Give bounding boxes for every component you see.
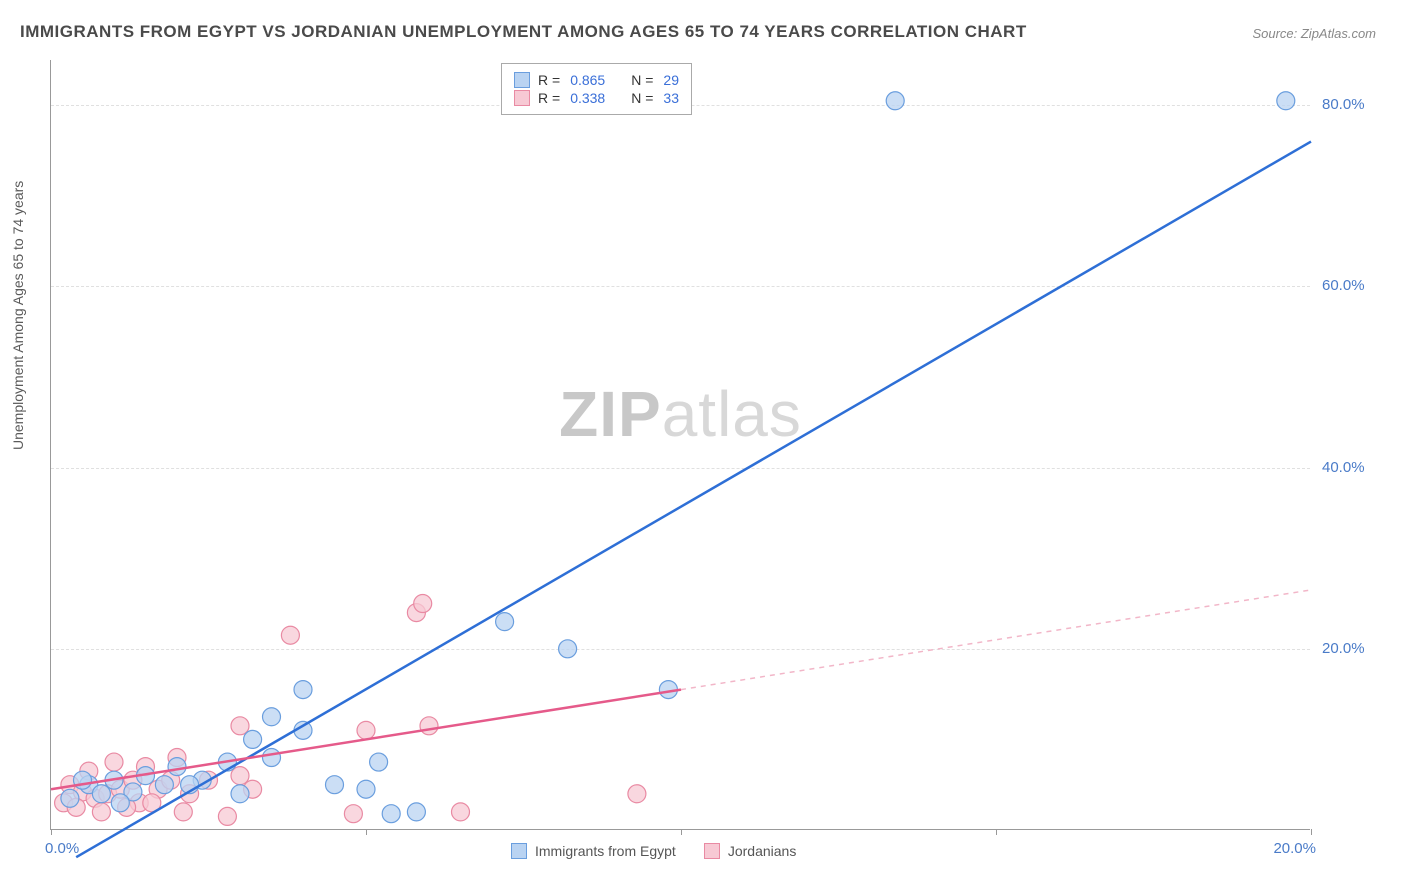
- scatter-point-blue: [886, 92, 904, 110]
- legend-row-blue: R = 0.865 N = 29: [514, 72, 679, 88]
- scatter-point-blue: [370, 753, 388, 771]
- trendline-blue: [76, 142, 1311, 858]
- swatch-pink-icon: [704, 843, 720, 859]
- trendline-pink-solid: [51, 690, 681, 790]
- y-tick-label: 40.0%: [1322, 459, 1365, 476]
- scatter-point-blue: [357, 780, 375, 798]
- swatch-blue-icon: [511, 843, 527, 859]
- scatter-point-blue: [407, 803, 425, 821]
- scatter-point-pink: [357, 721, 375, 739]
- scatter-point-blue: [168, 758, 186, 776]
- scatter-point-blue: [263, 749, 281, 767]
- scatter-point-pink: [452, 803, 470, 821]
- scatter-point-blue: [231, 785, 249, 803]
- scatter-point-blue: [155, 776, 173, 794]
- scatter-point-blue: [326, 776, 344, 794]
- r-label: R =: [538, 72, 560, 88]
- r-label: R =: [538, 90, 560, 106]
- y-tick-label: 80.0%: [1322, 96, 1365, 113]
- scatter-point-pink: [281, 626, 299, 644]
- n-label: N =: [631, 90, 653, 106]
- n-value-blue: 29: [663, 72, 679, 88]
- x-tick-label: 0.0%: [45, 840, 79, 857]
- scatter-point-pink: [92, 803, 110, 821]
- chart-title: IMMIGRANTS FROM EGYPT VS JORDANIAN UNEMP…: [20, 22, 1027, 42]
- scatter-point-pink: [174, 803, 192, 821]
- legend-row-pink: R = 0.338 N = 33: [514, 90, 679, 106]
- trendline-pink-dashed: [681, 590, 1311, 690]
- scatter-point-pink: [231, 767, 249, 785]
- plot-area: ZIPatlas 0.0%20.0% R = 0.865 N = 29 R = …: [50, 60, 1310, 830]
- n-value-pink: 33: [663, 90, 679, 106]
- scatter-point-pink: [105, 753, 123, 771]
- scatter-point-pink: [414, 595, 432, 613]
- y-tick-label: 20.0%: [1322, 640, 1365, 657]
- x-tick-mark: [1311, 829, 1312, 835]
- r-value-pink: 0.338: [570, 90, 605, 106]
- y-axis-label: Unemployment Among Ages 65 to 74 years: [10, 181, 26, 450]
- chart-svg: [51, 60, 1311, 830]
- scatter-point-blue: [294, 681, 312, 699]
- scatter-point-pink: [231, 717, 249, 735]
- scatter-point-blue: [1277, 92, 1295, 110]
- legend-label-pink: Jordanians: [728, 843, 797, 859]
- scatter-point-blue: [382, 805, 400, 823]
- y-tick-label: 60.0%: [1322, 277, 1365, 294]
- source-attribution: Source: ZipAtlas.com: [1252, 26, 1376, 41]
- scatter-point-blue: [92, 785, 110, 803]
- scatter-point-pink: [420, 717, 438, 735]
- swatch-blue: [514, 72, 530, 88]
- scatter-point-pink: [628, 785, 646, 803]
- legend-item-pink: Jordanians: [704, 843, 797, 859]
- scatter-point-blue: [111, 794, 129, 812]
- scatter-point-blue: [559, 640, 577, 658]
- x-tick-label: 20.0%: [1273, 840, 1316, 857]
- swatch-pink: [514, 90, 530, 106]
- scatter-point-blue: [263, 708, 281, 726]
- correlation-legend: R = 0.865 N = 29 R = 0.338 N = 33: [501, 63, 692, 115]
- scatter-point-blue: [61, 789, 79, 807]
- series-legend: Immigrants from Egypt Jordanians: [511, 843, 796, 859]
- scatter-point-blue: [496, 613, 514, 631]
- scatter-point-blue: [244, 730, 262, 748]
- n-label: N =: [631, 72, 653, 88]
- scatter-point-pink: [344, 805, 362, 823]
- legend-item-blue: Immigrants from Egypt: [511, 843, 676, 859]
- legend-label-blue: Immigrants from Egypt: [535, 843, 676, 859]
- scatter-point-pink: [218, 807, 236, 825]
- r-value-blue: 0.865: [570, 72, 605, 88]
